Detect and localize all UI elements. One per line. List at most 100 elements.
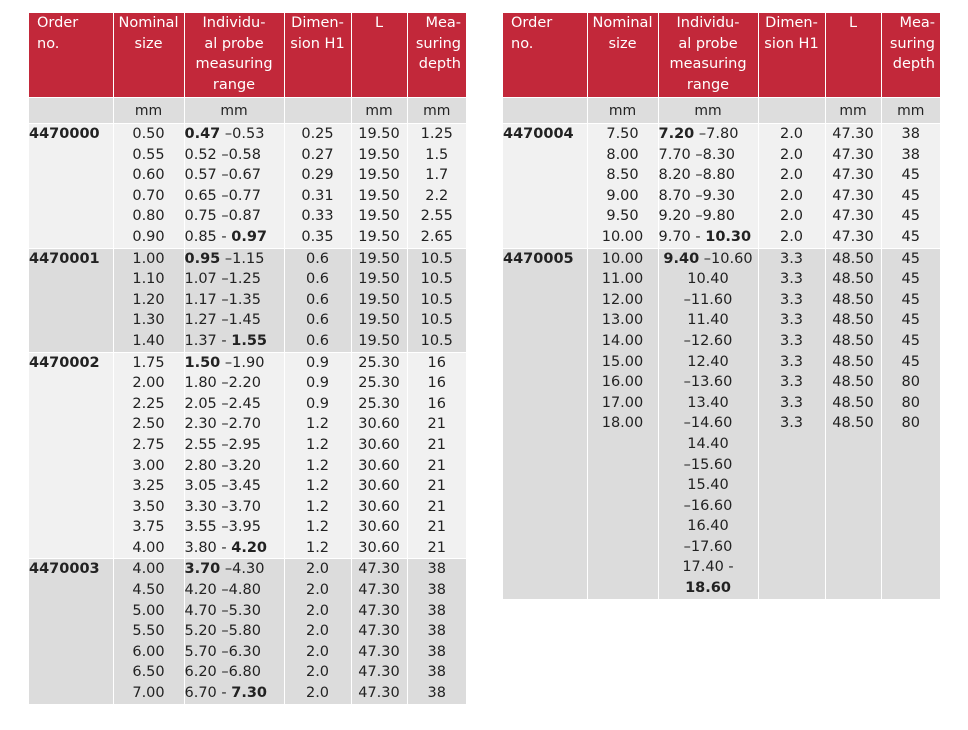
units-row: mm mm mm mm xyxy=(29,97,466,124)
length-value: 30.60 xyxy=(358,416,400,433)
length-value: 48.50 xyxy=(832,250,874,267)
depth-value: 80 xyxy=(901,374,920,391)
range-line: 14.40 xyxy=(687,435,729,452)
order-number: 4470001 xyxy=(29,247,114,353)
range-start-rest: –10.60 xyxy=(699,250,753,267)
range-line: 2.05 –2.45 xyxy=(184,395,261,412)
range-line: 17.40 - xyxy=(682,559,734,576)
header-line: measuring xyxy=(195,56,273,73)
depth-value: 45 xyxy=(901,332,920,349)
range-line: 9.40 –10.60 xyxy=(659,249,758,270)
range-line: 6.70 - 7.30 xyxy=(185,683,284,704)
dimension-value: 2.0 xyxy=(305,561,330,578)
depth-value: 21 xyxy=(427,539,446,556)
length-value: 47.30 xyxy=(832,228,874,245)
column-header-dimension: Dimen-sion H1 xyxy=(758,13,826,98)
header-line: Mea- xyxy=(425,15,461,31)
column-header-nominal: Nominal size xyxy=(113,13,185,98)
dimension-value: 0.6 xyxy=(305,250,330,267)
range-line: 18.60 xyxy=(659,578,758,599)
table-header: Order no. Nominal size Individu-al probe meas… xyxy=(29,13,466,98)
nominal-value: 3.00 xyxy=(132,457,165,474)
length-value: 30.60 xyxy=(358,436,400,453)
range-line: 6.20 –6.80 xyxy=(184,664,261,681)
dimension-value: 2.0 xyxy=(779,167,804,184)
dimension-value: 0.25 xyxy=(301,126,334,142)
dimension-value: 1.2 xyxy=(305,436,330,453)
column-header-range: Individu-al probe measuring range xyxy=(184,13,285,98)
nominal-value: 1.20 xyxy=(132,291,165,308)
nominal-value: 5.50 xyxy=(132,623,165,640)
range-line: 2.55 –2.95 xyxy=(184,436,261,453)
depth-value: 80 xyxy=(901,394,920,411)
depth-value: 45 xyxy=(901,312,920,329)
order-group: 4470000 0.50 0.55 0.60 0.70 0.80 0.90 0.47 –0.5… xyxy=(29,123,466,249)
dimension-value: 1.2 xyxy=(305,539,330,556)
dimension-value: 3.3 xyxy=(779,394,804,411)
range-line: 1.80 –2.20 xyxy=(184,375,261,392)
nominal-value: 0.70 xyxy=(132,187,165,204)
column-header-length: L xyxy=(351,13,408,98)
length-value: 47.30 xyxy=(358,582,400,599)
dimension-value: 3.3 xyxy=(779,250,804,267)
order-number: 4470003 xyxy=(29,558,114,704)
table-row: 4470005 10.00 11.00 12.00 13.00 14.00 15.00 16.… xyxy=(503,247,940,599)
header-line: suring xyxy=(889,35,935,52)
dimension-value: 0.33 xyxy=(301,208,334,225)
header-line: Individu- xyxy=(202,15,266,31)
header-line: sion H1 xyxy=(290,35,345,52)
order-group: 4470001 1.00 1.10 1.20 1.30 1.40 0.95 –1.15 1.0… xyxy=(29,247,466,353)
column-header-nominal: Nominal size xyxy=(587,13,659,98)
depth-value: 2.65 xyxy=(420,228,453,245)
nominal-value: 4.00 xyxy=(132,561,165,578)
range-line: 3.05 –3.45 xyxy=(184,478,261,495)
depth-value: 45 xyxy=(901,353,920,370)
unit-depth: mm xyxy=(881,97,940,124)
nominal-value: 7.00 xyxy=(132,685,165,702)
dimension-value: 2.0 xyxy=(305,685,330,702)
range-line: –16.60 xyxy=(683,497,733,514)
length-cell: 19.50 19.50 19.50 19.50 19.50 19.50 xyxy=(351,123,408,249)
length-value: 25.30 xyxy=(358,354,400,371)
nominal-value: 8.00 xyxy=(606,146,639,163)
depth-value: 21 xyxy=(427,478,446,495)
header-line: al probe xyxy=(204,35,264,52)
range-start-rest: –1.15 xyxy=(220,250,265,267)
unit-empty xyxy=(284,97,352,124)
range-end-pre: 6.70 - xyxy=(184,685,232,702)
probe-table-right: Order no. Nominal size Individu-al probe meas… xyxy=(503,13,940,599)
unit-depth: mm xyxy=(407,97,466,124)
header-line: size xyxy=(134,35,163,52)
dimension-value: 0.9 xyxy=(305,354,330,371)
dimension-value: 0.6 xyxy=(305,312,330,329)
nominal-size-cell: 1.75 2.00 2.25 2.50 2.75 3.00 3.25 3.50 3.75 4.00 xyxy=(113,351,185,559)
depth-value: 2.2 xyxy=(425,187,449,204)
nominal-value: 3.75 xyxy=(132,519,165,536)
dimension-value: 2.0 xyxy=(305,664,330,681)
dimension-value: 2.0 xyxy=(779,187,804,204)
dimension-value: 0.29 xyxy=(301,167,334,184)
range-line: 0.47 –0.53 xyxy=(185,124,284,145)
depth-cell: 10.5 10.5 10.5 10.5 10.5 xyxy=(407,247,466,353)
depth-cell: 38 38 45 45 45 45 xyxy=(881,123,940,249)
range-end-bold: 18.60 xyxy=(685,580,731,597)
range-end-pre: 0.85 - xyxy=(184,228,232,245)
dimension-value: 2.0 xyxy=(305,602,330,619)
order-group: 4470003 4.00 4.50 5.00 5.50 6.00 6.50 7.00 3.70 … xyxy=(29,558,466,704)
range-line: –15.60 xyxy=(683,456,733,473)
range-line: 0.52 –0.58 xyxy=(184,146,261,163)
unit-length: mm xyxy=(351,97,408,124)
range-line: 15.40 xyxy=(687,477,729,494)
length-value: 47.30 xyxy=(832,167,874,184)
header-line: suring xyxy=(415,35,461,52)
depth-value: 38 xyxy=(901,126,920,142)
column-header-range: Individu-al probe measuring range xyxy=(658,13,759,98)
range-line: 8.70 –9.30 xyxy=(658,187,735,204)
nominal-value: 4.00 xyxy=(132,539,165,556)
depth-value: 38 xyxy=(427,643,446,660)
nominal-value: 8.50 xyxy=(606,167,639,184)
header-line: al probe xyxy=(678,35,738,52)
depth-cell: 45 45 45 45 45 45 80 80 80 xyxy=(881,247,940,599)
depth-value: 16 xyxy=(427,395,446,412)
range-line: 1.17 –1.35 xyxy=(184,291,261,308)
